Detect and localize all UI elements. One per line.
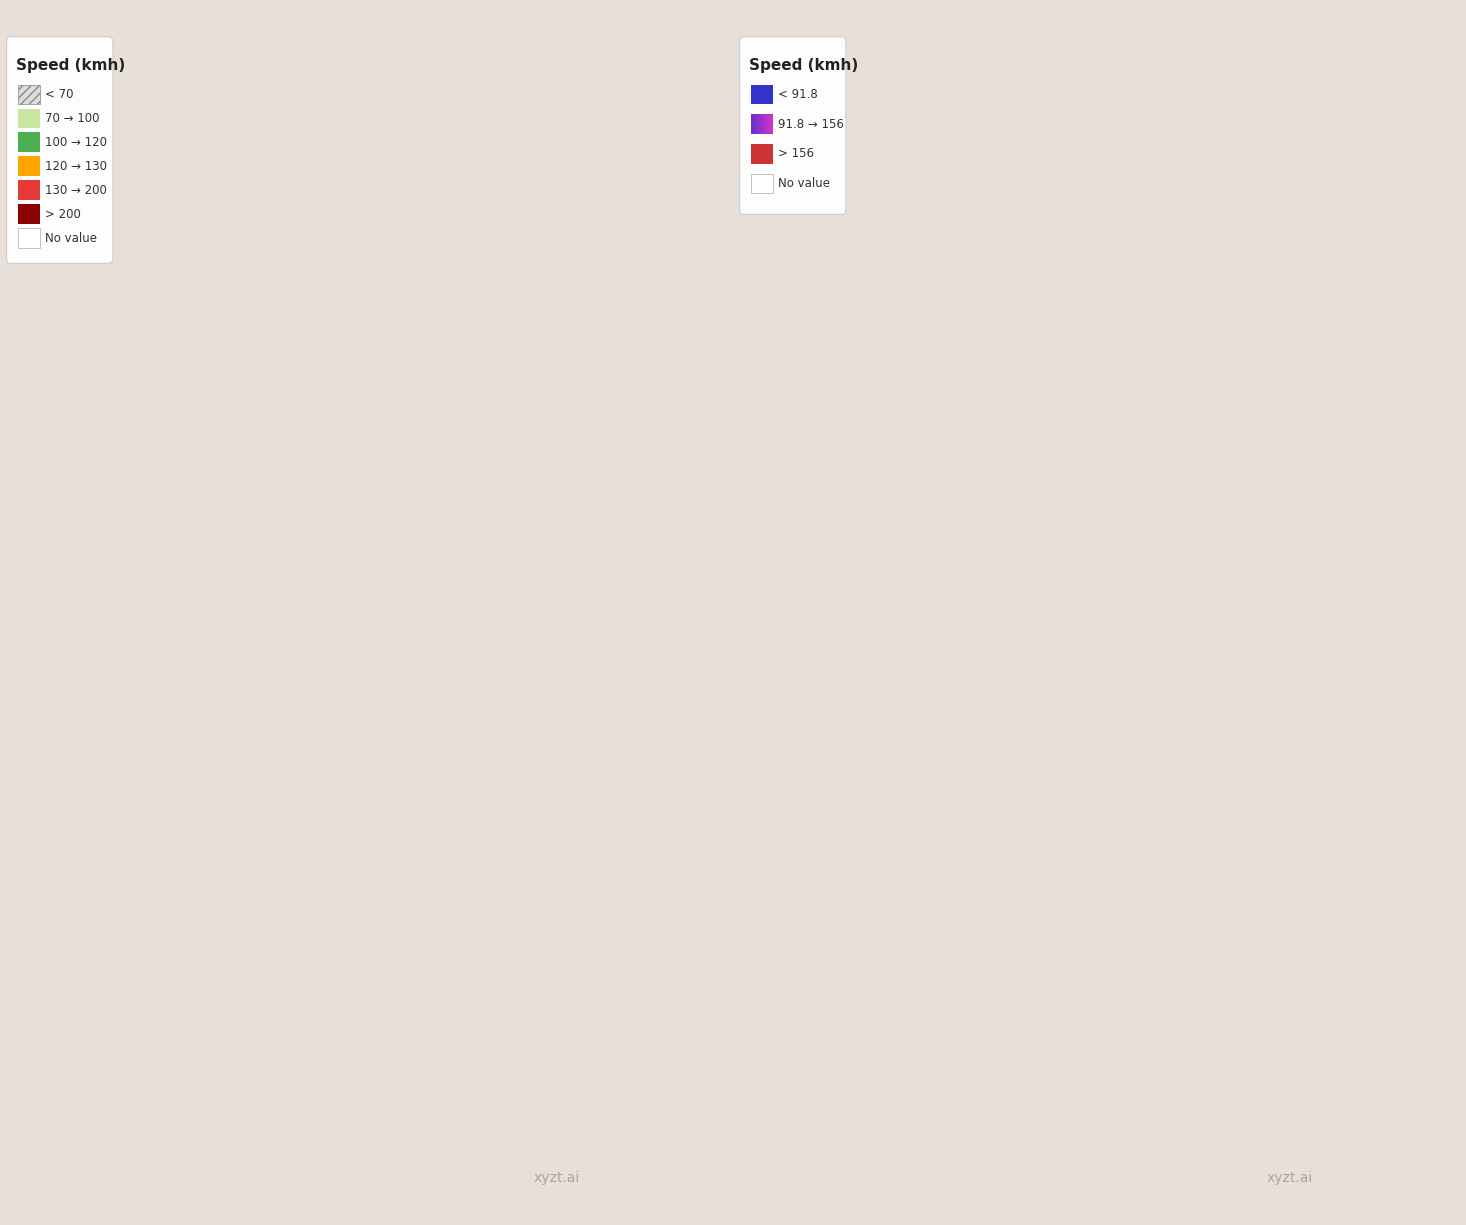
Bar bbox=[771, 114, 773, 134]
Text: 120 → 130: 120 → 130 bbox=[45, 159, 107, 173]
Bar bbox=[18, 228, 40, 247]
Bar bbox=[759, 114, 762, 134]
Bar bbox=[770, 114, 771, 134]
Text: Speed (kmh): Speed (kmh) bbox=[16, 58, 126, 72]
FancyBboxPatch shape bbox=[739, 37, 846, 214]
Text: 91.8 → 156: 91.8 → 156 bbox=[778, 118, 844, 131]
Bar bbox=[18, 157, 40, 176]
Text: xyzt.ai: xyzt.ai bbox=[534, 1171, 581, 1186]
Text: > 156: > 156 bbox=[778, 147, 815, 160]
Text: 130 → 200: 130 → 200 bbox=[45, 184, 107, 197]
Text: No value: No value bbox=[778, 176, 830, 190]
Bar bbox=[751, 174, 773, 194]
Bar bbox=[765, 114, 767, 134]
Bar bbox=[751, 145, 773, 164]
Bar bbox=[768, 114, 770, 134]
Bar bbox=[751, 114, 752, 134]
Bar bbox=[755, 114, 756, 134]
Bar bbox=[751, 85, 773, 104]
Bar bbox=[754, 114, 755, 134]
Text: < 70: < 70 bbox=[45, 88, 73, 100]
Bar bbox=[752, 114, 754, 134]
Bar bbox=[756, 114, 758, 134]
Text: 100 → 120: 100 → 120 bbox=[45, 136, 107, 148]
Text: > 200: > 200 bbox=[45, 208, 81, 220]
Text: xyzt.ai: xyzt.ai bbox=[1267, 1171, 1314, 1186]
Text: < 91.8: < 91.8 bbox=[778, 88, 818, 100]
Bar bbox=[18, 180, 40, 200]
Text: No value: No value bbox=[45, 232, 97, 245]
Bar bbox=[767, 114, 768, 134]
Text: Speed (kmh): Speed (kmh) bbox=[749, 58, 859, 72]
Bar bbox=[764, 114, 765, 134]
Bar bbox=[18, 205, 40, 224]
FancyBboxPatch shape bbox=[7, 37, 113, 263]
Bar bbox=[18, 109, 40, 129]
Bar bbox=[762, 114, 764, 134]
Text: 70 → 100: 70 → 100 bbox=[45, 111, 100, 125]
Bar bbox=[758, 114, 759, 134]
Bar bbox=[18, 132, 40, 152]
Bar bbox=[18, 85, 40, 104]
